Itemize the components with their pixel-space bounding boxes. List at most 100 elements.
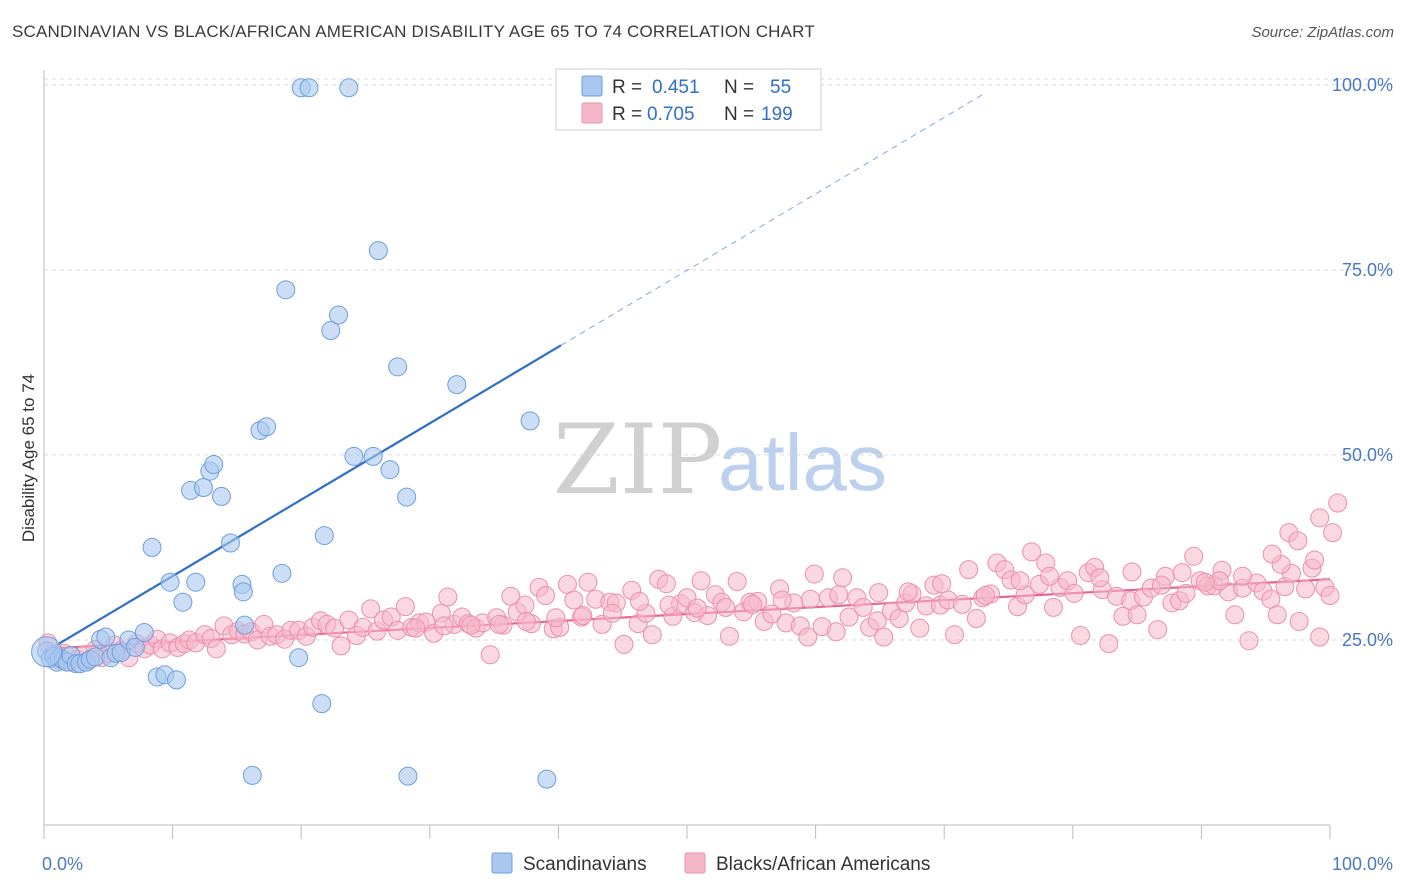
watermark-zip: ZIP — [553, 404, 722, 516]
point-blacks-215 — [602, 603, 622, 623]
point-scandinavians-58 — [520, 411, 540, 431]
point-blacks-192 — [1310, 508, 1330, 528]
point-blacks-181 — [1296, 579, 1316, 599]
point-scandinavians-cluster — [31, 636, 63, 668]
legend-n-value-pink: 199 — [761, 104, 793, 125]
x-tick-label-min: 0.0% — [42, 854, 83, 874]
point-scandinavians-29 — [193, 477, 213, 497]
series-scandinavians-points — [31, 78, 557, 789]
point-blacks-73 — [536, 586, 556, 606]
point-blacks-118 — [853, 597, 873, 617]
point-blacks-214 — [629, 591, 649, 611]
legend-r-label-blue: R = — [612, 77, 642, 98]
point-blacks-132 — [952, 594, 972, 614]
point-blacks-196 — [1040, 566, 1060, 586]
point-blacks-177 — [1267, 605, 1287, 625]
point-blacks-53 — [395, 597, 415, 617]
point-blacks-211 — [716, 597, 736, 617]
point-blacks-44 — [331, 636, 351, 656]
point-scandinavians-37 — [242, 765, 262, 785]
point-scandinavians-45 — [312, 694, 332, 714]
point-blacks-197 — [1090, 568, 1110, 588]
chart-source: Source: ZipAtlas.com — [1251, 24, 1394, 41]
bottom-legend-label-scandinavians: Scandinavians — [523, 854, 647, 875]
point-blacks-145 — [1044, 597, 1064, 617]
point-blacks-216 — [573, 606, 593, 626]
point-scandinavians-32 — [211, 486, 231, 506]
point-blacks-165 — [1184, 546, 1204, 566]
point-scandinavians-48 — [328, 305, 348, 325]
point-blacks-193 — [1328, 493, 1348, 513]
point-blacks-205 — [898, 582, 918, 602]
y-axis-title: Disability Age 65 to 74 — [19, 374, 38, 542]
point-blacks-115 — [833, 568, 853, 588]
chart-title: SCANDINAVIAN VS BLACK/AFRICAN AMERICAN D… — [12, 22, 815, 41]
axes — [43, 70, 1331, 839]
legend: R = 0.451 N = 55 R = 0.705 N = 199 — [555, 68, 822, 131]
point-scandinavians-59 — [537, 769, 557, 789]
point-blacks-204 — [932, 574, 952, 594]
point-scandinavians-21 — [142, 537, 162, 557]
point-blacks-120 — [867, 611, 887, 631]
point-blacks-222 — [406, 618, 426, 638]
point-blacks-100 — [727, 571, 747, 591]
point-blacks-171 — [1225, 605, 1245, 625]
y-tick-label-25: 25.0% — [1342, 630, 1393, 650]
point-blacks-126 — [910, 618, 930, 638]
point-blacks-90 — [656, 574, 676, 594]
point-blacks-186 — [1233, 566, 1253, 586]
point-blacks-153 — [1099, 634, 1119, 654]
point-scandinavians-46 — [314, 526, 334, 546]
point-blacks-26 — [206, 639, 226, 659]
point-blacks-185 — [1320, 586, 1340, 606]
point-scandinavians-35 — [233, 582, 253, 602]
legend-n-label-blue: N = — [724, 77, 754, 98]
point-blacks-133 — [959, 560, 979, 580]
point-blacks-220 — [461, 615, 481, 635]
bottom-legend-label-blacks: Blacks/African Americans — [716, 854, 930, 875]
point-blacks-183 — [1310, 627, 1330, 647]
point-blacks-99 — [719, 626, 739, 646]
legend-r-value-blue: 0.451 — [652, 77, 700, 98]
point-blacks-65 — [480, 645, 500, 665]
point-blacks-221 — [434, 616, 454, 636]
watermark-atlas: atlas — [718, 418, 887, 507]
bottom-legend: Scandinavians Blacks/African Americans — [491, 852, 930, 875]
point-scandinavians-55 — [397, 487, 417, 507]
point-scandinavians-47 — [321, 321, 341, 341]
point-blacks-160 — [1148, 620, 1168, 640]
bottom-legend-swatch-scandinavians — [491, 852, 513, 874]
point-scandinavians-25 — [166, 670, 186, 690]
point-blacks-207 — [829, 585, 849, 605]
point-blacks-148 — [1064, 583, 1084, 603]
y-tick-label-100: 100.0% — [1332, 75, 1393, 95]
point-scandinavians-51 — [363, 446, 383, 466]
point-scandinavians-40 — [272, 563, 292, 583]
point-blacks-111 — [804, 564, 824, 584]
point-scandinavians-44 — [299, 78, 319, 98]
point-scandinavians-57 — [447, 375, 467, 395]
point-blacks-218 — [516, 611, 536, 631]
point-blacks-217 — [546, 608, 566, 628]
point-blacks-79 — [578, 572, 598, 592]
point-scandinavians-42 — [289, 648, 309, 668]
point-blacks-157 — [1127, 605, 1147, 625]
point-scandinavians-52 — [368, 241, 388, 261]
point-blacks-188 — [1305, 550, 1325, 570]
point-scandinavians-26 — [173, 592, 193, 612]
point-blacks-219 — [489, 614, 509, 634]
point-blacks-134 — [966, 608, 986, 628]
legend-n-value-blue: 55 — [770, 77, 791, 98]
y-tick-label-50: 50.0% — [1342, 445, 1393, 465]
point-blacks-84 — [614, 634, 634, 654]
point-blacks-105 — [762, 604, 782, 624]
point-scandinavians-33 — [220, 533, 240, 553]
point-blacks-77 — [564, 590, 584, 610]
bottom-legend-swatch-blacks — [684, 852, 706, 874]
point-blacks-43 — [325, 618, 345, 638]
point-blacks-95 — [691, 571, 711, 591]
point-blacks-59 — [438, 587, 458, 607]
point-scandinavians-53 — [380, 460, 400, 480]
point-blacks-195 — [1262, 544, 1282, 564]
